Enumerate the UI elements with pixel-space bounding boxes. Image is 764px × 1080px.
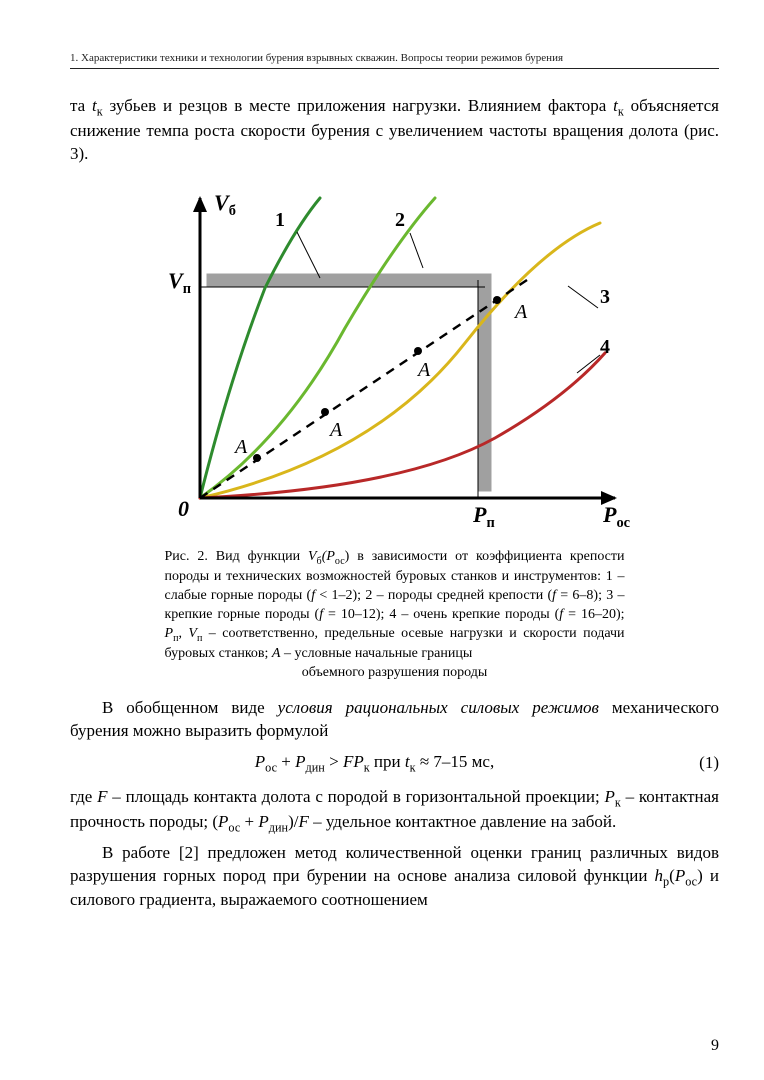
svg-text:1: 1 <box>275 209 285 231</box>
sub: ос <box>228 820 240 834</box>
var: F <box>97 787 107 806</box>
text: – удельное контактное давление на забой. <box>309 812 616 831</box>
var: P <box>295 752 305 771</box>
var: P <box>675 866 685 885</box>
text: ≈ 7–15 мс, <box>416 752 495 771</box>
page-number: 9 <box>711 1037 719 1055</box>
text: , <box>178 626 188 641</box>
sub: ос <box>265 760 277 774</box>
op: > <box>325 752 343 771</box>
svg-text:2: 2 <box>395 209 405 231</box>
equation-number: (1) <box>679 752 719 775</box>
var: V <box>308 549 317 564</box>
text: та <box>70 96 92 115</box>
svg-text:Pос: Pос <box>602 502 631 531</box>
svg-text:Pп: Pп <box>472 502 495 531</box>
var: P <box>604 787 614 806</box>
figure-2: A A A A Vб Pос 0 Vп Pп 1 2 3 4 Рис. 2. Вид функции V… <box>70 178 719 683</box>
formula-body: Pос + Pдин > FPк при tк ≈ 7–15 мс, <box>70 751 679 776</box>
page-body: та tк зубьев и резцов в месте приложения… <box>70 95 719 1025</box>
emph: условия рациональных силовых режимов <box>278 698 599 717</box>
svg-text:4: 4 <box>600 336 610 358</box>
text: )/ <box>288 812 298 831</box>
var: P <box>218 812 228 831</box>
chapter-header: 1. Характеристики техники и технологии б… <box>70 52 719 64</box>
var: P <box>165 626 174 641</box>
text: = 10–12); 4 – очень крепкие породы ( <box>323 607 559 622</box>
sub: дин <box>269 820 288 834</box>
svg-text:A: A <box>416 359 431 381</box>
svg-text:3: 3 <box>600 286 610 308</box>
var: P <box>258 812 268 831</box>
svg-text:A: A <box>513 301 528 323</box>
paragraph-4: В работе [2] предложен метод количествен… <box>70 842 719 913</box>
text: – площадь контакта долота с породой в го… <box>108 787 605 806</box>
text: – условные начальные границы <box>280 646 472 661</box>
svg-text:A: A <box>328 419 343 441</box>
svg-text:Vб: Vб <box>214 190 236 219</box>
svg-text:Vп: Vп <box>168 268 191 297</box>
var: FP <box>343 752 364 771</box>
sub: дин <box>306 760 325 774</box>
svg-text:0: 0 <box>178 496 189 521</box>
op: + <box>240 812 258 831</box>
figure-caption: Рис. 2. Вид функции Vб(Pос) в зависимост… <box>165 548 625 683</box>
sub: ос <box>685 874 697 888</box>
paragraph-1: та tк зубьев и резцов в месте приложения… <box>70 95 719 166</box>
text: зубьев и резцов в месте приложения нагру… <box>103 96 613 115</box>
op: + <box>277 752 295 771</box>
var: h <box>655 866 664 885</box>
text: при <box>370 752 405 771</box>
text: В работе [2] предложен метод количествен… <box>70 843 719 885</box>
text: = 16–20); <box>563 607 624 622</box>
header-rule <box>70 68 719 69</box>
paragraph-2: В обобщенном виде условия рациональных с… <box>70 697 719 743</box>
var: V <box>188 626 197 641</box>
text: где <box>70 787 97 806</box>
text: Рис. 2. Вид функции <box>165 549 308 564</box>
var: F <box>298 812 308 831</box>
svg-text:A: A <box>233 436 248 458</box>
paragraph-3: где F – площадь контакта долота с породо… <box>70 786 719 836</box>
formula-1: Pос + Pдин > FPк при tк ≈ 7–15 мс, (1) <box>70 751 719 776</box>
text: В обобщенном виде <box>102 698 278 717</box>
page: { "header": { "text": "1. Характеристики… <box>0 0 764 1080</box>
sub: ос <box>335 556 345 567</box>
caption-last: объемного разрушения породы <box>165 664 625 683</box>
chart-svg: A A A A Vб Pос 0 Vп Pп 1 2 3 4 <box>145 178 645 538</box>
var: (P <box>322 549 335 564</box>
text: < 1–2); 2 – породы средней крепости ( <box>315 588 552 603</box>
var: P <box>255 752 265 771</box>
